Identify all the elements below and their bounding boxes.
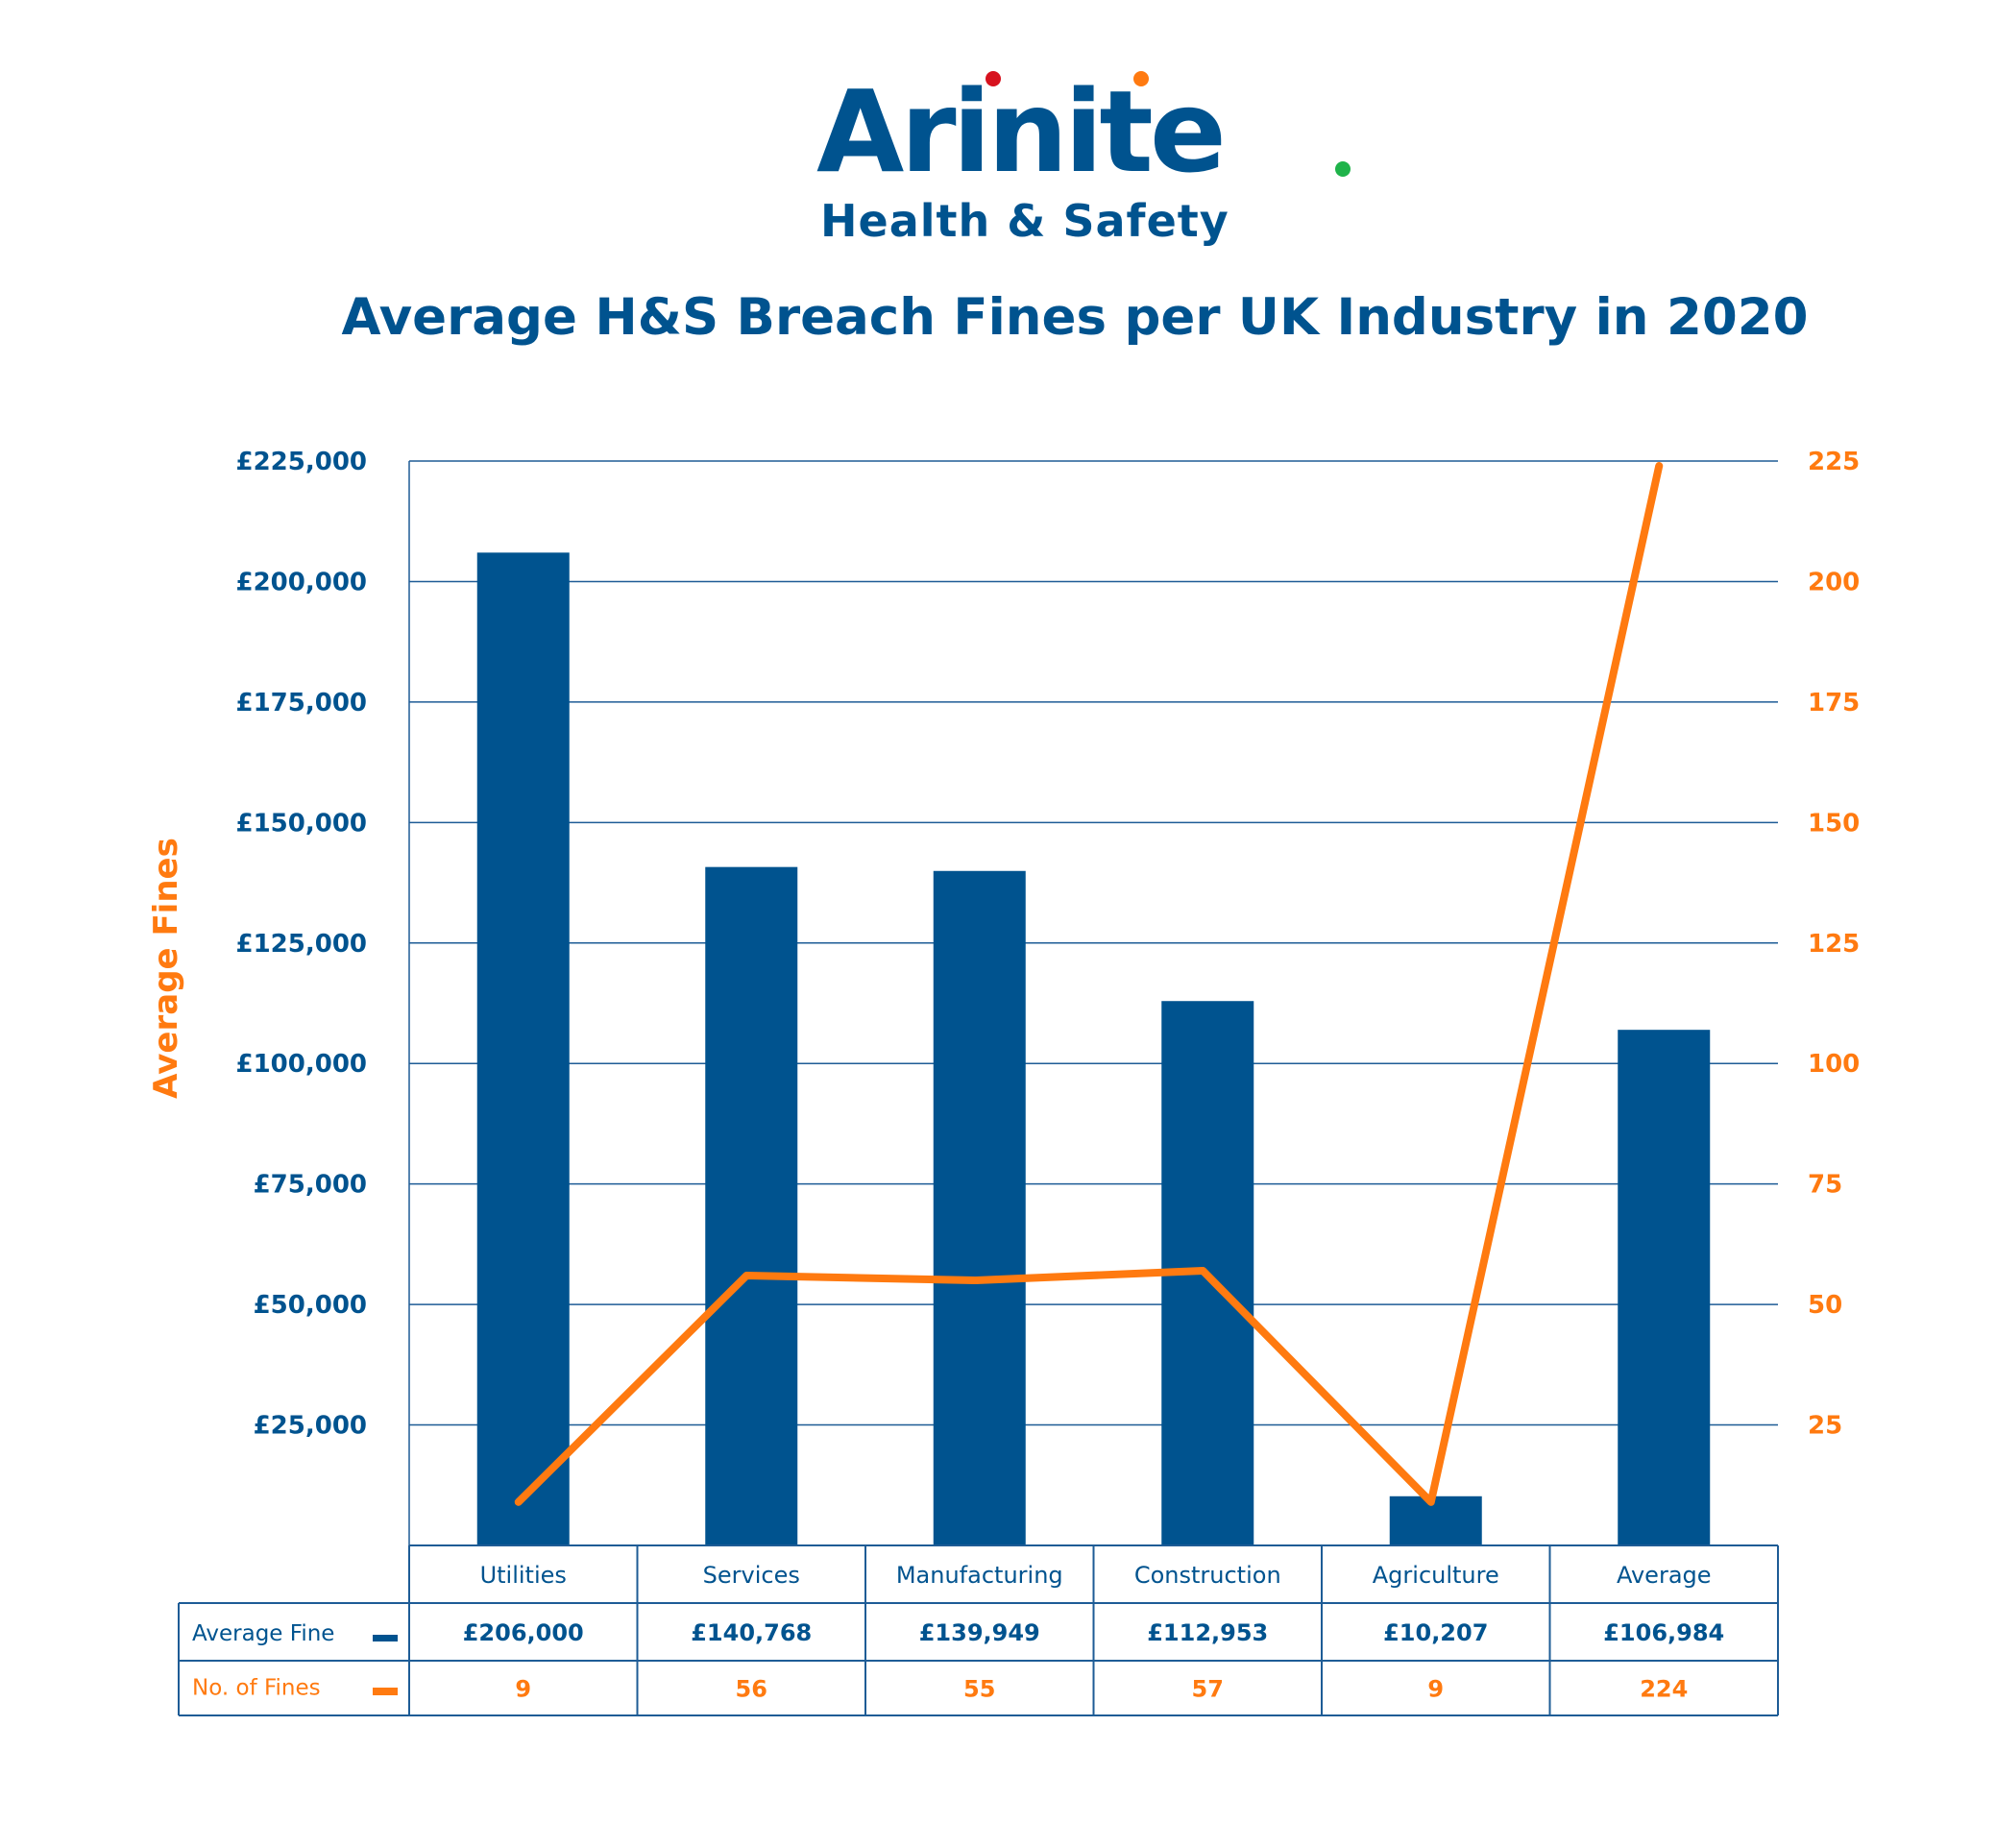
table-header-average: Average — [1617, 1562, 1712, 1589]
y-left-tick-label: £100,000 — [235, 1050, 367, 1079]
logo-dot-red — [986, 71, 1001, 86]
bar-average — [1618, 1030, 1711, 1545]
table-header-utilities: Utilities — [480, 1562, 567, 1589]
y-right-tick-label: 75 — [1808, 1171, 1842, 1200]
y-right-tick-label: 150 — [1808, 809, 1860, 838]
table-cell-no-of-fines: 56 — [736, 1676, 767, 1703]
fines-line — [514, 462, 1664, 1506]
y-right-tick-label: 225 — [1808, 448, 1860, 476]
y-left-tick-label: £75,000 — [254, 1171, 367, 1200]
y-right-tick-label: 125 — [1808, 930, 1860, 959]
y-left-tick-label: £50,000 — [254, 1291, 367, 1320]
table-header-agriculture: Agriculture — [1373, 1562, 1499, 1589]
logo: Arinite Health & Safety — [816, 65, 1354, 267]
logo-name: Arinite — [816, 65, 1227, 198]
table-cell-average-fine: £112,953 — [1147, 1619, 1268, 1646]
chart-title: Average H&S Breach Fines per UK Industry… — [341, 288, 1809, 347]
legend-swatch-bar — [373, 1635, 398, 1641]
table-header-services: Services — [703, 1562, 800, 1589]
logo-tagline: Health & Safety — [820, 195, 1229, 247]
bar-services — [705, 866, 798, 1545]
table-cell-average-fine: £106,984 — [1603, 1619, 1724, 1646]
legend-swatch-line — [373, 1688, 398, 1695]
bar-agriculture — [1389, 1495, 1482, 1545]
table-cell-no-of-fines: 224 — [1640, 1676, 1688, 1703]
table-cell-no-of-fines: 9 — [515, 1676, 531, 1703]
y-right-tick-label: 200 — [1808, 568, 1860, 596]
table-cell-no-of-fines: 55 — [963, 1676, 995, 1703]
table-cell-average-fine: £206,000 — [463, 1619, 584, 1646]
table-cell-average-fine: £10,207 — [1383, 1619, 1488, 1646]
y-left-tick-label: £25,000 — [254, 1412, 367, 1441]
table-cell-no-of-fines: 9 — [1427, 1676, 1444, 1703]
bar-utilities — [476, 552, 570, 1545]
y-right-tick-label: 100 — [1808, 1050, 1860, 1079]
table-header-manufacturing: Manufacturing — [896, 1562, 1063, 1589]
legend-no-of-fines: No. of Fines — [192, 1676, 321, 1701]
table-cell-average-fine: £139,949 — [919, 1619, 1040, 1646]
table-cell-average-fine: £140,768 — [691, 1619, 812, 1646]
legend-average-fine: Average Fine — [192, 1621, 334, 1646]
y-left-tick-label: £175,000 — [235, 689, 367, 717]
y-right-tick-label: 175 — [1808, 689, 1860, 717]
y-right-tick-label: 25 — [1808, 1412, 1842, 1441]
y-left-tick-label: £150,000 — [235, 809, 367, 838]
logo-dot-green — [1335, 161, 1351, 177]
y-right-tick-label: 50 — [1808, 1291, 1842, 1320]
table-cell-no-of-fines: 57 — [1192, 1676, 1224, 1703]
y-left-tick-label: £125,000 — [235, 930, 367, 959]
y-left-tick-label: £225,000 — [235, 448, 367, 476]
table-header-construction: Construction — [1134, 1562, 1281, 1589]
y-left-tick-label: £200,000 — [235, 568, 367, 596]
logo-dot-orange — [1133, 71, 1149, 86]
bar-manufacturing — [933, 870, 1026, 1545]
